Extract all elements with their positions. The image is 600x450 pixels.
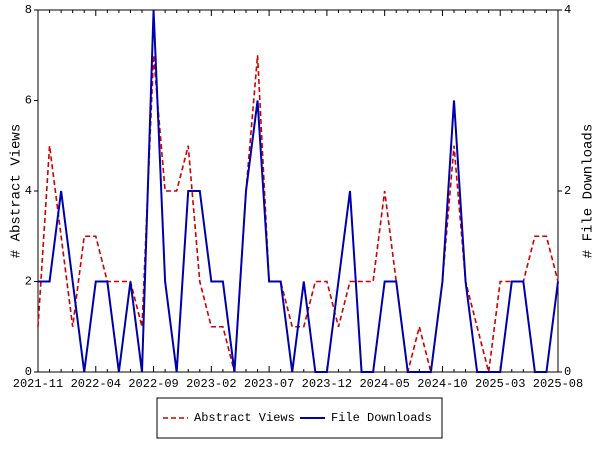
y-axis-label: # Abstract Views <box>9 124 25 258</box>
x-tick-label: 2022-04 <box>71 377 121 391</box>
y2-tick-label: 4 <box>564 3 571 17</box>
x-tick-label: 2024-10 <box>417 377 467 391</box>
x-tick-label: 2024-05 <box>359 377 409 391</box>
y-tick-label: 2 <box>25 275 32 289</box>
y-tick-label: 0 <box>25 365 32 379</box>
y-tick-label: 8 <box>25 3 32 17</box>
x-tick-label: 2023-12 <box>302 377 352 391</box>
legend-box <box>156 397 443 439</box>
x-tick-label: 2023-07 <box>244 377 294 391</box>
plot-frame <box>37 9 559 373</box>
legend-label: File Downloads <box>331 411 432 425</box>
x-tick-label: 2025-08 <box>533 377 583 391</box>
x-tick-label: 2025-03 <box>475 377 525 391</box>
y2-tick-label: 0 <box>564 365 571 379</box>
x-tick-label: 2023-02 <box>186 377 236 391</box>
y-tick-label: 4 <box>25 184 32 198</box>
y-tick-label: 6 <box>25 94 32 108</box>
x-tick-label: 2022-09 <box>128 377 178 391</box>
legend-label: Abstract Views <box>194 411 295 425</box>
y2-tick-label: 2 <box>564 184 571 198</box>
series-line <box>38 9 559 373</box>
y2-axis-label: # File Downloads <box>581 124 597 258</box>
x-tick-label: 2021-11 <box>13 377 63 391</box>
